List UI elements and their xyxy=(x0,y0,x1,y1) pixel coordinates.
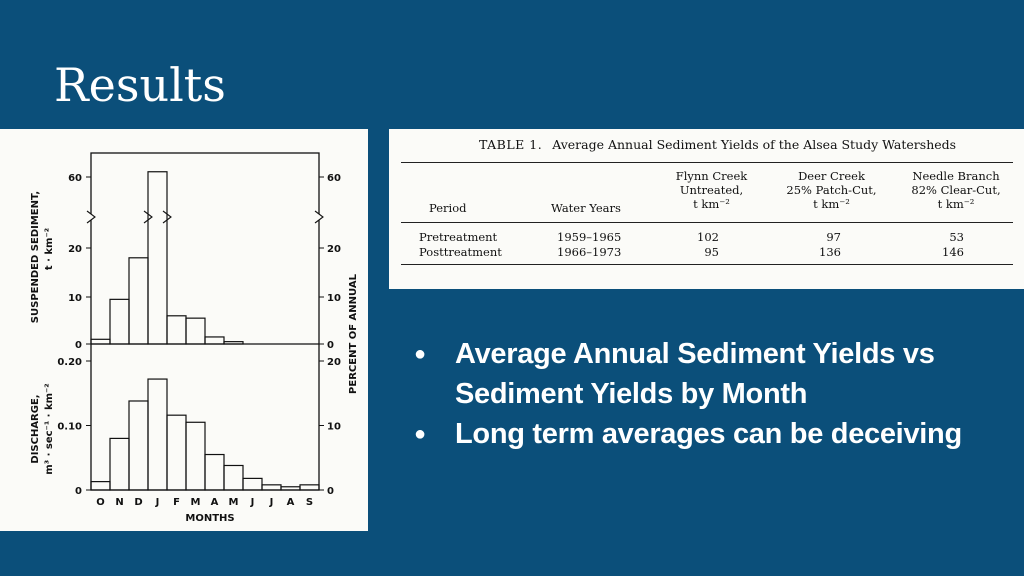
header-deer-line2: 25% Patch-Cut, xyxy=(786,183,877,197)
sediment-bar xyxy=(204,336,225,345)
bullet-text: Long term averages can be deceiving xyxy=(455,418,962,450)
discharge-left-tick-label: 0.10 xyxy=(57,422,82,433)
monthly-sediment-discharge-figure: 60 60 20 20 10 10 0 0 0.20 20 0.10 10 0 0 O N D J F M A M J J A S… xyxy=(0,129,368,531)
bullet-text: Average Annual Sediment Yields vs Sedime… xyxy=(455,338,935,410)
discharge-bar xyxy=(223,464,244,491)
discharge-bar xyxy=(166,414,187,491)
sediment-left-tick-label: 10 xyxy=(68,293,82,304)
sediment-right-tick-label: 60 xyxy=(327,173,341,184)
discharge-right-tick-label: 10 xyxy=(327,422,341,433)
sediment-left-tick-label: 20 xyxy=(68,244,82,255)
row-posttreatment-needle: 146 xyxy=(942,245,964,259)
discharge-bar xyxy=(299,484,320,491)
table-caption-text: Average Annual Sediment Yields of the Al… xyxy=(552,137,957,152)
header-needle-branch: Needle Branch 82% Clear-Cut, t km⁻² xyxy=(897,169,1015,211)
table-caption: TABLE 1. Average Annual Sediment Yields o… xyxy=(479,137,956,152)
table-header-rule xyxy=(401,222,1013,223)
header-period: Period xyxy=(429,201,467,215)
percent-annual-label: PERCENT OF ANNUAL xyxy=(348,273,359,394)
sediment-right-tick-label: 10 xyxy=(327,293,341,304)
discharge-left-tick-label: 0.20 xyxy=(57,357,82,368)
sediment-bar xyxy=(128,257,149,345)
row-posttreatment-period: Posttreatment xyxy=(419,245,502,259)
bullet-item: ● Long term averages can be deceiving xyxy=(414,414,974,454)
header-deer-line1: Deer Creek xyxy=(798,169,865,183)
month-tick-label: A xyxy=(287,497,295,508)
bullet-list: ● Average Annual Sediment Yields vs Sedim… xyxy=(414,334,974,454)
bullet-dot: ● xyxy=(414,343,426,365)
discharge-bar xyxy=(128,400,149,491)
slide-title: Results xyxy=(54,58,226,112)
header-needle-line3: t km⁻² xyxy=(937,197,975,211)
month-tick-label: S xyxy=(306,497,313,508)
months-axis-label: MONTHS xyxy=(185,513,234,524)
month-tick-label: M xyxy=(191,497,201,508)
discharge-ylabel-line1: DISCHARGE, xyxy=(30,394,41,463)
month-tick-label: N xyxy=(115,497,123,508)
header-needle-line2: 82% Clear-Cut, xyxy=(911,183,1001,197)
month-tick-label: A xyxy=(211,497,219,508)
month-tick-label: D xyxy=(134,497,142,508)
discharge-right-tick-label: 0 xyxy=(327,486,334,497)
row-pretreatment-flynn: 102 xyxy=(697,230,719,244)
table-top-rule xyxy=(401,162,1013,163)
sediment-yields-table: TABLE 1. Average Annual Sediment Yields o… xyxy=(389,129,1024,289)
sediment-right-tick-label: 20 xyxy=(327,244,341,255)
header-needle-line1: Needle Branch xyxy=(912,169,1000,183)
discharge-bar xyxy=(109,437,130,491)
row-posttreatment-years: 1966–1973 xyxy=(557,245,622,259)
month-tick-label: M xyxy=(229,497,239,508)
discharge-right-tick-label: 20 xyxy=(327,357,341,368)
sediment-bar xyxy=(90,338,111,345)
bullet-item: ● Average Annual Sediment Yields vs Sedim… xyxy=(414,334,974,414)
sediment-ylabel-line1: SUSPENDED SEDIMENT, xyxy=(30,191,41,323)
discharge-ylabel-line2: m³ · sec⁻¹ · km⁻² xyxy=(44,383,55,474)
header-deer-creek: Deer Creek 25% Patch-Cut, t km⁻² xyxy=(769,169,894,211)
table-bottom-rule xyxy=(401,264,1013,265)
discharge-bar xyxy=(261,484,282,491)
month-tick-label: J xyxy=(269,497,274,508)
sediment-bar xyxy=(223,341,244,345)
sediment-left-tick-label: 0 xyxy=(75,340,82,351)
row-pretreatment-deer: 97 xyxy=(826,230,841,244)
header-flynn-line2: Untreated, xyxy=(679,183,744,197)
header-flynn-creek: Flynn Creek Untreated, t km⁻² xyxy=(654,169,769,211)
sediment-left-tick-label: 60 xyxy=(68,173,82,184)
bullet-dot: ● xyxy=(414,423,426,445)
table-caption-tag: TABLE 1. xyxy=(479,137,543,152)
sediment-bar xyxy=(109,298,130,345)
discharge-bar xyxy=(280,486,301,491)
row-pretreatment-years: 1959–1965 xyxy=(557,230,622,244)
sediment-bar xyxy=(147,171,168,345)
row-pretreatment-period: Pretreatment xyxy=(419,230,498,244)
header-flynn-line3: t km⁻² xyxy=(693,197,730,211)
header-water-years: Water Years xyxy=(551,201,621,215)
discharge-bar xyxy=(185,421,206,491)
header-deer-line3: t km⁻² xyxy=(813,197,850,211)
sediment-bar xyxy=(166,315,187,345)
discharge-bar xyxy=(147,378,168,491)
axis-break-left xyxy=(86,210,96,224)
month-tick-label: F xyxy=(173,497,180,508)
sediment-ylabel-line2: t · km⁻² xyxy=(44,228,55,270)
discharge-left-tick-label: 0 xyxy=(75,486,82,497)
month-tick-label: J xyxy=(250,497,255,508)
sediment-bar xyxy=(185,317,206,345)
discharge-bar xyxy=(242,477,263,491)
axis-break-right xyxy=(314,210,324,224)
row-pretreatment-needle: 53 xyxy=(949,230,964,244)
discharge-bar xyxy=(90,481,111,491)
header-flynn-line1: Flynn Creek xyxy=(675,169,748,183)
row-posttreatment-flynn: 95 xyxy=(704,245,719,259)
discharge-bar xyxy=(204,453,225,491)
row-posttreatment-deer: 136 xyxy=(819,245,841,259)
sediment-right-tick-label: 0 xyxy=(327,340,334,351)
month-tick-label: J xyxy=(155,497,160,508)
month-tick-label: O xyxy=(96,497,105,508)
